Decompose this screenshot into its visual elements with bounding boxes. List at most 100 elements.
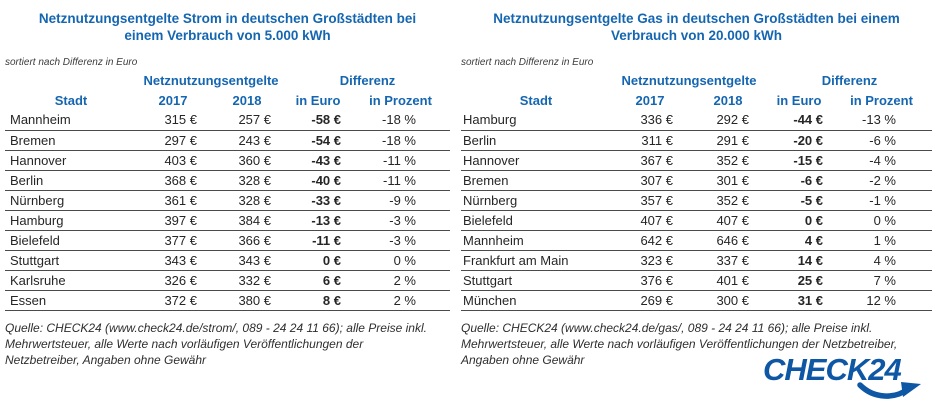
table-row: Mannheim 642 €646 €4 €1 %	[461, 230, 932, 251]
cell-y2018: 352 €	[689, 190, 767, 211]
column-header-2017: 2017	[635, 92, 665, 108]
cell-y2018: 380 €	[209, 290, 285, 311]
column-header-stadt: Stadt	[519, 92, 553, 108]
group-header-spacer	[461, 70, 611, 90]
table-row: Mannheim 315 €257 € -58 € -18 %	[5, 110, 450, 131]
check24-logo-text: CHECK24	[763, 352, 902, 387]
strom-sort-note: sortiert nach Differenz in Euro	[5, 57, 138, 68]
strom-source-note: Quelle: CHECK24 (www.check24.de/strom/, …	[5, 320, 427, 367]
table-row: Bremen 297 €243 € -54 € -18 %	[5, 130, 450, 151]
cell-city: Nürnberg	[5, 190, 137, 211]
cell-y2017: 269 €	[611, 290, 689, 311]
column-header-2018: 2018	[713, 92, 743, 108]
cell-y2017: 326 €	[137, 270, 209, 291]
cell-diff_euro: 25 €	[767, 270, 831, 291]
cell-y2018: 300 €	[689, 290, 767, 311]
column-header-row: Stadt 2017 2018 in Euro in Prozent	[5, 90, 450, 110]
cell-y2017: 372 €	[137, 290, 209, 311]
strom-table-title: Netznutzungsentgelte Strom in deutschen …	[38, 11, 417, 43]
cell-diff_pct: -3 %	[351, 230, 450, 251]
cell-diff_euro: -15 €	[767, 150, 831, 171]
cell-city: Hannover	[5, 150, 137, 171]
cell-city: Stuttgart	[461, 270, 611, 291]
table-row: Karlsruhe 326 €332 €6 €2 %	[5, 270, 450, 291]
table-row: Stuttgart 376 €401 €25 €7 %	[461, 270, 932, 291]
cell-y2017: 343 €	[137, 250, 209, 271]
cell-diff_pct: -6 %	[831, 130, 932, 151]
cell-diff_pct: -3 %	[351, 210, 450, 231]
cell-y2018: 328 €	[209, 190, 285, 211]
cell-y2017: 323 €	[611, 250, 689, 271]
group-header-diff: Differenz	[339, 72, 396, 88]
cell-diff_pct: 2 %	[351, 270, 450, 291]
column-header-in-euro: in Euro	[776, 92, 822, 108]
cell-city: Hamburg	[5, 210, 137, 231]
cell-city: Karlsruhe	[5, 270, 137, 291]
cell-city: Berlin	[461, 130, 611, 151]
cell-y2018: 332 €	[209, 270, 285, 291]
cell-y2017: 307 €	[611, 170, 689, 191]
cell-diff_euro: 14 €	[767, 250, 831, 271]
strom-table: Netznutzungsentgelte Differenz Stadt 201…	[5, 70, 450, 311]
cell-diff_pct: 2 %	[351, 290, 450, 311]
cell-y2017: 297 €	[137, 130, 209, 151]
cell-diff_euro: 6 €	[285, 270, 351, 291]
table-row: Nürnberg 361 €328 € -33 € -9 %	[5, 190, 450, 211]
cell-diff_euro: -6 €	[767, 170, 831, 191]
gas-source-note: Quelle: CHECK24 (www.check24.de/gas/, 08…	[461, 320, 898, 367]
table-row: Hannover 367 €352 € -15 € -4 %	[461, 150, 932, 171]
cell-diff_euro: 4 €	[767, 230, 831, 251]
cell-city: Nürnberg	[461, 190, 611, 211]
cell-y2018: 384 €	[209, 210, 285, 231]
table-row: Nürnberg 357 €352 € -5 € -1 %	[461, 190, 932, 211]
check24-logo: CHECK24	[763, 354, 933, 406]
table-row: Hamburg 336 €292 € -44 € -13 %	[461, 110, 932, 131]
cell-diff_euro: -11 €	[285, 230, 351, 251]
cell-y2018: 646 €	[689, 230, 767, 251]
cell-y2017: 361 €	[137, 190, 209, 211]
cell-y2018: 301 €	[689, 170, 767, 191]
group-header-diff: Differenz	[821, 72, 878, 88]
cell-y2018: 360 €	[209, 150, 285, 171]
cell-diff_euro: -5 €	[767, 190, 831, 211]
cell-y2017: 367 €	[611, 150, 689, 171]
cell-city: Hamburg	[461, 110, 611, 131]
cell-y2017: 368 €	[137, 170, 209, 191]
cell-city: Berlin	[5, 170, 137, 191]
column-header-2017: 2017	[158, 92, 188, 108]
cell-y2017: 397 €	[137, 210, 209, 231]
check24-swoosh-icon	[857, 382, 921, 399]
cell-city: Essen	[5, 290, 137, 311]
cell-y2017: 376 €	[611, 270, 689, 291]
group-header-fees: Netznutzungsentgelte	[143, 72, 279, 88]
table-row: Bremen 307 €301 € -6 € -2 %	[461, 170, 932, 191]
cell-city: Bielefeld	[5, 230, 137, 251]
cell-diff_euro: -40 €	[285, 170, 351, 191]
cell-diff_pct: -13 %	[831, 110, 932, 131]
group-header-spacer	[5, 70, 137, 90]
table-row: Bielefeld 407 €407 €0 €0 %	[461, 210, 932, 231]
cell-diff_pct: -9 %	[351, 190, 450, 211]
group-header-row: Netznutzungsentgelte Differenz	[461, 70, 932, 90]
column-header-2018: 2018	[232, 92, 262, 108]
cell-diff_euro: -58 €	[285, 110, 351, 131]
cell-diff_euro: -44 €	[767, 110, 831, 131]
cell-diff_euro: 31 €	[767, 290, 831, 311]
cell-diff_pct: -1 %	[831, 190, 932, 211]
cell-diff_pct: -2 %	[831, 170, 932, 191]
cell-city: München	[461, 290, 611, 311]
cell-diff_euro: -13 €	[285, 210, 351, 231]
cell-diff_pct: 1 %	[831, 230, 932, 251]
cell-diff_pct: -11 %	[351, 170, 450, 191]
table-row: Stuttgart 343 €343 €0 €0 %	[5, 250, 450, 271]
strom-table-panel: Netznutzungsentgelte Strom in deutschen …	[5, 8, 450, 368]
cell-diff_pct: 0 %	[351, 250, 450, 271]
cell-y2018: 343 €	[209, 250, 285, 271]
cell-y2018: 328 €	[209, 170, 285, 191]
gas-table-panel: Netznutzungsentgelte Gas in deutschen Gr…	[461, 8, 932, 368]
cell-y2018: 407 €	[689, 210, 767, 231]
gas-table: Netznutzungsentgelte Differenz Stadt 201…	[461, 70, 932, 311]
cell-diff_pct: -4 %	[831, 150, 932, 171]
cell-city: Frankfurt am Main	[461, 250, 611, 271]
cell-y2018: 257 €	[209, 110, 285, 131]
